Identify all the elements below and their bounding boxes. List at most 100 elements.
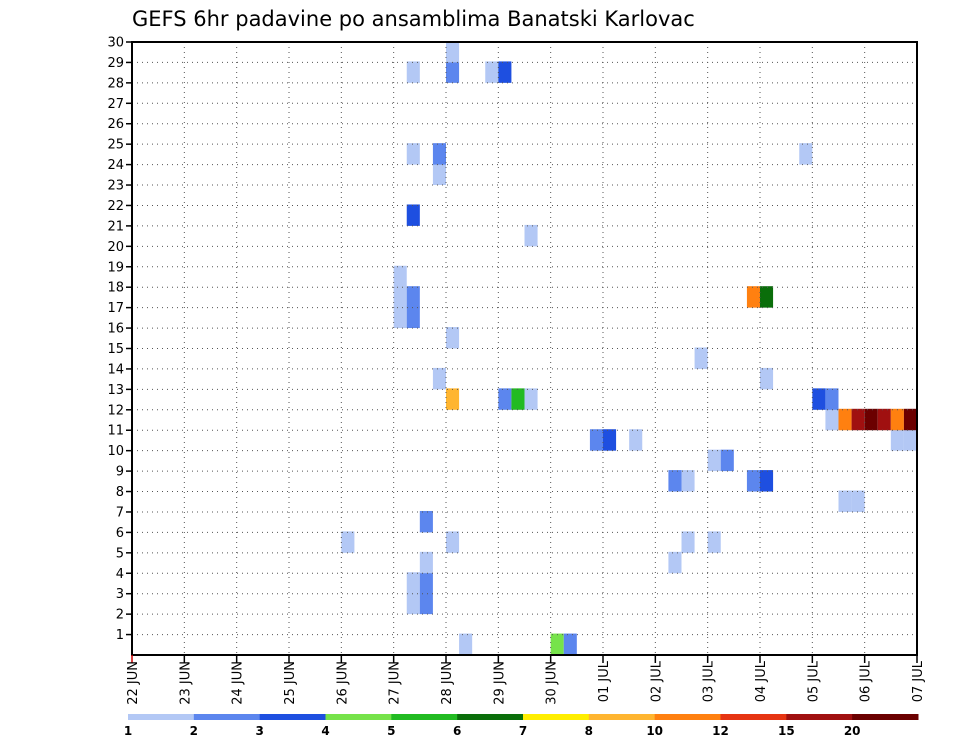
x-tick-label: 06 JUL: [859, 660, 874, 702]
x-axis: 22 JUN 23 JUN 24 JUN 25 JUN 26 JUN 27 JUN 28 J…: [126, 655, 926, 705]
colorbar-label: 4: [321, 724, 329, 738]
heatmap-cell: [799, 143, 813, 165]
heatmap-cell: [668, 551, 682, 574]
heatmap-cell: [668, 470, 682, 492]
heatmap-cell: [550, 633, 564, 655]
colorbar-segment: [391, 714, 458, 720]
heatmap-cell: [406, 592, 420, 615]
heatmap-cell: [406, 286, 420, 308]
y-tick-label: 6: [116, 526, 124, 541]
y-tick-label: 18: [107, 281, 124, 296]
heatmap-cell: [393, 286, 407, 308]
heatmap-cell: [838, 490, 852, 512]
heatmap-cell: [406, 572, 420, 594]
colorbar: 1 2 3 4 5 6 7 8 10 12 15 20: [124, 714, 919, 738]
y-tick-label: 4: [116, 567, 124, 582]
x-tick-label: 02 JUL: [649, 660, 664, 702]
heatmap-cell: [563, 633, 577, 655]
heatmap-cell: [406, 61, 420, 83]
heatmap-cell: [419, 592, 433, 615]
heatmap-cell: [720, 449, 734, 472]
heatmap-cell: [825, 388, 839, 410]
heatmap-cells: [341, 41, 917, 655]
heatmap-cell: [406, 204, 420, 226]
y-tick-label: 17: [107, 301, 124, 316]
x-tick-label: 01 JUL: [597, 660, 612, 702]
colorbar-segment: [457, 714, 524, 720]
y-tick-label: 25: [107, 138, 124, 153]
heatmap-cell: [459, 633, 473, 655]
colorbar-label: 3: [255, 724, 263, 738]
colorbar-label: 1: [124, 724, 132, 738]
heatmap-cell: [341, 531, 355, 553]
y-tick-label: 26: [107, 117, 124, 132]
heatmap-cell: [707, 449, 721, 472]
heatmap-cell: [851, 408, 865, 431]
colorbar-segment: [128, 714, 195, 720]
heatmap-cell: [511, 388, 525, 410]
heatmap-cell: [446, 41, 460, 63]
y-tick-label: 2: [116, 608, 124, 623]
y-axis: 1234567891011121314151617181920212223242…: [107, 36, 132, 643]
heatmap-cell: [589, 429, 603, 451]
chart-title: GEFS 6hr padavine po ansamblima Banatski…: [132, 7, 695, 31]
x-tick-label: 03 JUL: [702, 660, 717, 702]
colorbar-segment: [523, 714, 590, 720]
heatmap-cell: [393, 265, 407, 288]
heatmap-cell: [681, 470, 695, 492]
heatmap-cell: [877, 408, 891, 431]
heatmap-cell: [393, 306, 407, 329]
y-tick-label: 20: [107, 240, 124, 255]
heatmap-cell: [681, 531, 695, 553]
plot-frame: [131, 41, 918, 656]
x-tick-label: 25 JUN: [283, 661, 298, 705]
y-tick-label: 28: [107, 76, 124, 91]
y-tick-label: 11: [107, 424, 124, 439]
heatmap-cell: [864, 408, 878, 431]
colorbar-segment: [720, 714, 787, 720]
heatmap-cell: [432, 163, 446, 186]
heatmap-cell: [524, 388, 538, 410]
heatmap-cell: [524, 224, 538, 247]
heatmap-cell: [603, 429, 617, 451]
y-tick-label: 8: [116, 485, 124, 500]
y-tick-label: 16: [107, 322, 124, 337]
heatmap-cell: [746, 286, 760, 308]
colorbar-label: 12: [712, 724, 729, 738]
x-tick-label: 04 JUL: [754, 660, 769, 702]
y-tick-label: 30: [107, 36, 124, 51]
gridlines: [132, 42, 917, 655]
y-tick-label: 24: [107, 158, 124, 173]
y-tick-label: 14: [107, 362, 124, 377]
heatmap-cell: [760, 286, 774, 308]
heatmap-cell: [694, 347, 708, 369]
heatmap-cell: [432, 367, 446, 390]
x-tick-label: 22 JUN: [126, 661, 141, 705]
y-tick-label: 21: [107, 219, 124, 234]
colorbar-segment: [588, 714, 656, 720]
heatmap-cell: [890, 429, 904, 451]
colorbar-segment: [193, 714, 261, 720]
y-tick-label: 13: [107, 383, 124, 398]
x-tick-label: 07 JUL: [911, 660, 926, 702]
x-tick-label: 26 JUN: [335, 661, 350, 705]
heatmap-cell: [446, 327, 460, 349]
heatmap-cell: [629, 429, 643, 451]
heatmap-cell: [746, 470, 760, 492]
heatmap-cell: [760, 470, 774, 492]
heatmap-cell: [825, 408, 839, 431]
y-tick-label: 7: [116, 505, 124, 520]
y-tick-label: 12: [107, 403, 124, 418]
heatmap-cell: [707, 531, 721, 553]
heatmap-cell: [903, 408, 917, 431]
colorbar-label: 5: [387, 724, 395, 738]
heatmap-cell: [838, 408, 852, 431]
heatmap-cell: [432, 143, 446, 165]
colorbar-segment: [852, 714, 919, 720]
y-tick-label: 15: [107, 342, 124, 357]
x-tick-label: 23 JUN: [178, 661, 193, 705]
y-tick-label: 23: [107, 179, 124, 194]
colorbar-segment: [325, 714, 392, 720]
x-tick-label: 28 JUN: [440, 661, 455, 705]
